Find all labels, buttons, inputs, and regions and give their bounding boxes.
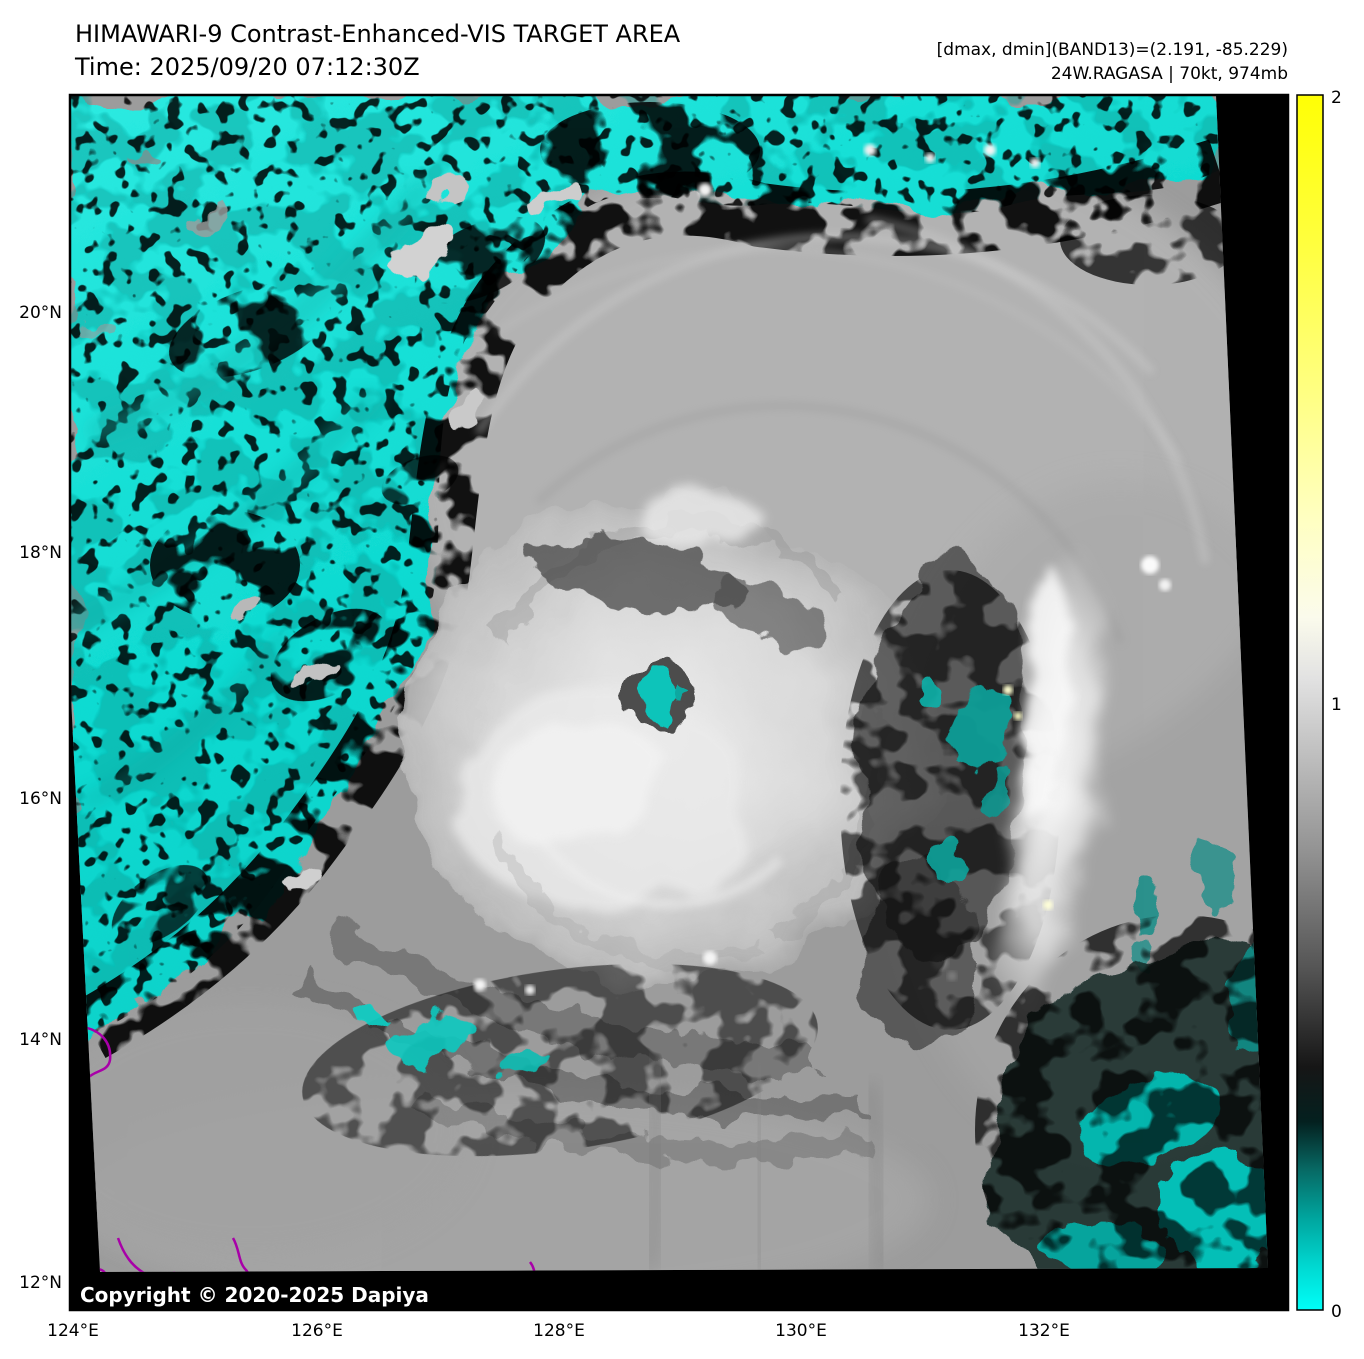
lat-tick-18n: 18°N bbox=[19, 543, 62, 563]
south-arm bbox=[293, 916, 957, 1162]
colorbar: 2 1 0 bbox=[1296, 88, 1342, 1322]
lat-axis: 20°N 18°N 16°N 14°N 12°N bbox=[19, 303, 62, 1293]
lat-tick-12n: 12°N bbox=[19, 1273, 62, 1293]
lon-tick-132e: 132°E bbox=[1018, 1321, 1070, 1341]
time-label: Time: 2025/09/20 07:12:30Z bbox=[74, 53, 420, 81]
storm-info-label: 24W.RAGASA | 70kt, 974mb bbox=[1051, 64, 1288, 84]
typhoon-eye bbox=[641, 668, 675, 722]
typhoon-eye-region bbox=[531, 536, 827, 725]
bottom-right-mottle bbox=[975, 840, 1268, 1272]
colorbar-tick-2: 2 bbox=[1331, 88, 1342, 108]
east-bright-band bbox=[698, 144, 1171, 1023]
lon-tick-126e: 126°E bbox=[291, 1321, 343, 1341]
data-swath bbox=[70, 95, 1268, 1272]
lon-tick-128e: 128°E bbox=[533, 1321, 585, 1341]
bottom-striations bbox=[641, 1051, 890, 1272]
shield-streaks bbox=[475, 215, 1210, 644]
lat-tick-16n: 16°N bbox=[19, 789, 62, 809]
lon-axis: 124°E 126°E 128°E 130°E 132°E bbox=[47, 1321, 1070, 1341]
plot-border bbox=[68, 93, 1290, 1312]
ocean-cumulus bbox=[79, 153, 576, 891]
colorbar-tick-1: 1 bbox=[1331, 695, 1342, 715]
lon-tick-124e: 124°E bbox=[47, 1321, 99, 1341]
colorbar-gradient bbox=[1296, 94, 1324, 1311]
lat-tick-14n: 14°N bbox=[19, 1030, 62, 1050]
copyright-label: Copyright © 2020-2025 Dapiya bbox=[80, 1283, 429, 1307]
satellite-image: Copyright © 2020-2025 Dapiya bbox=[70, 95, 1288, 1310]
band-stats-label: [dmax, dmin](BAND13)=(2.191, -85.229) bbox=[937, 40, 1288, 60]
colorbar-tick-0: 0 bbox=[1331, 1302, 1342, 1322]
lat-tick-20n: 20°N bbox=[19, 303, 62, 323]
lon-tick-130e: 130°E bbox=[775, 1321, 827, 1341]
plot-title: HIMAWARI-9 Contrast-Enhanced-VIS TARGET … bbox=[75, 20, 681, 48]
